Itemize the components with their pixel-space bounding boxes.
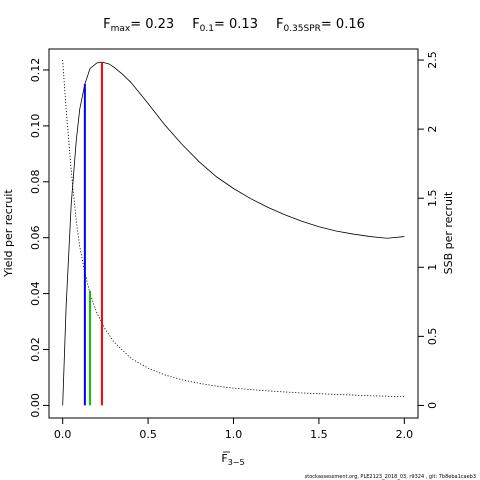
x-axis-tick-label: 1.5 [310, 428, 328, 441]
x-axis-tick-label: 0.5 [139, 428, 157, 441]
x-axis-tick-label: 2.0 [396, 428, 414, 441]
left-y-axis-title: Yield per recruit [2, 189, 15, 278]
title-f01-label: F [192, 17, 199, 32]
left-y-axis-tick-label: 0.02 [29, 337, 42, 362]
chart-axes: 0.0 0.5 1.0 1.5 2.0 0.00 0.02 0.04 0.06 0.08 0.10 0… [29, 51, 439, 441]
x-axis-title-label: F [221, 452, 227, 465]
x-axis-title: F3−5 [221, 452, 244, 467]
title-f01-value: = 0.13 [214, 17, 258, 32]
left-y-axis-tick-label: 0.12 [29, 58, 42, 83]
title-f035spr-value: = 0.16 [321, 17, 365, 32]
footer-source: stockassessment.org, PLE2123_2018_03, r9… [305, 474, 476, 480]
title-fmax-sub: max [111, 24, 131, 34]
left-y-axis-tick-label: 0.04 [29, 281, 42, 306]
title-fmax-label: F [103, 17, 110, 32]
right-y-axis-title: SSB per recruit [442, 191, 455, 274]
right-y-axis-tick-label: 1.5 [426, 189, 439, 207]
chart-title: Fmax= 0.23 F0.1= 0.13 F0.35SPR= 0.16 [103, 17, 365, 34]
right-y-axis-tick-label: 2 [426, 126, 439, 133]
title-fmax-value: = 0.23 [130, 17, 174, 32]
x-axis-tick-label: 0.0 [54, 428, 72, 441]
left-y-axis-tick-label: 0.00 [29, 393, 42, 418]
ssb-per-recruit-line [62, 60, 405, 398]
left-y-axis-tick-label: 0.10 [29, 114, 42, 139]
right-y-axis-tick-label: 0.5 [426, 328, 439, 346]
right-y-axis-tick-label: 0 [426, 402, 439, 409]
right-y-axis-tick-label: 1 [426, 264, 439, 271]
left-y-axis-tick-label: 0.06 [29, 225, 42, 250]
title-f01-sub: 0.1 [200, 24, 214, 34]
left-y-axis-tick-label: 0.08 [29, 170, 42, 195]
title-f035spr-label: F [276, 17, 283, 32]
x-axis-title-sub: 3−5 [228, 458, 245, 467]
x-axis-tick-label: 1.0 [225, 428, 243, 441]
title-f035spr-sub: 0.35SPR [283, 24, 320, 34]
right-y-axis-tick-label: 2.5 [426, 51, 439, 69]
yield-per-recruit-line [62, 61, 405, 406]
chart-marks [62, 60, 405, 406]
